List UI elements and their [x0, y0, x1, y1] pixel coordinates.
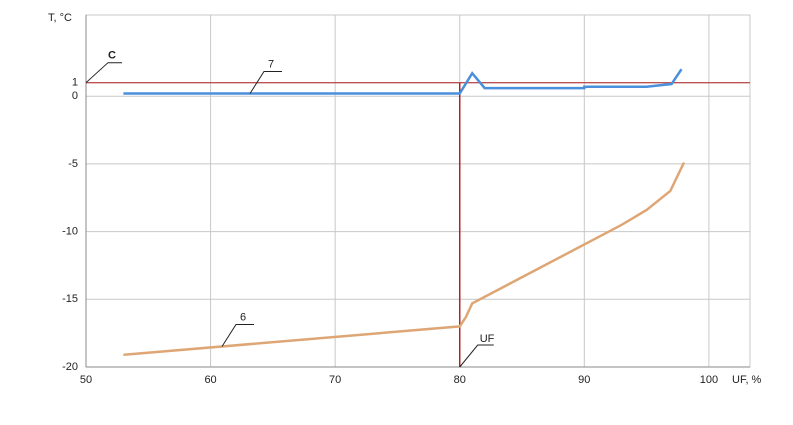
- y-tick-label: -5: [68, 158, 78, 170]
- leader-line: [249, 71, 282, 94]
- series-line: [123, 162, 686, 357]
- x-tick-label: 90: [578, 374, 590, 386]
- y-tick-label: -10: [62, 226, 78, 238]
- y-tick-label: 0: [72, 90, 78, 102]
- series-label: 7: [268, 58, 274, 70]
- leader-line: [85, 62, 122, 84]
- x-tick-label: 70: [329, 374, 341, 386]
- x-axis-label: UF, %: [732, 374, 762, 386]
- x-tick-label: 80: [454, 374, 466, 386]
- y-tick-label: -20: [62, 361, 78, 373]
- leader-line: [221, 323, 254, 347]
- reference-label: UF: [480, 333, 495, 345]
- leader-line: [459, 344, 494, 368]
- x-tick-label: 50: [80, 374, 92, 386]
- reference-label: C: [108, 50, 116, 62]
- x-tick-label: 60: [204, 374, 216, 386]
- y-axis-label: T, °C: [48, 12, 72, 24]
- plot-frame: [85, 14, 751, 368]
- series-line: [123, 68, 683, 95]
- series-label: 6: [240, 311, 246, 323]
- x-tick-label: 100: [700, 374, 718, 386]
- y-tick-label: 1: [72, 77, 78, 89]
- y-tick-label: -15: [62, 293, 78, 305]
